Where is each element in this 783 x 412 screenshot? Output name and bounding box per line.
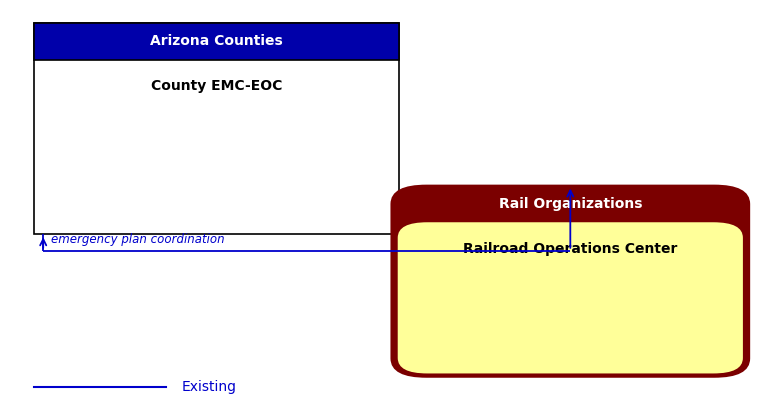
Text: emergency plan coordination: emergency plan coordination xyxy=(51,233,225,246)
FancyBboxPatch shape xyxy=(34,23,399,234)
FancyBboxPatch shape xyxy=(392,186,749,377)
Text: Existing: Existing xyxy=(182,380,236,394)
FancyBboxPatch shape xyxy=(34,23,399,60)
Text: Rail Organizations: Rail Organizations xyxy=(499,197,642,211)
Text: Arizona Counties: Arizona Counties xyxy=(150,34,283,48)
Text: Railroad Operations Center: Railroad Operations Center xyxy=(463,242,677,256)
Text: County EMC-EOC: County EMC-EOC xyxy=(151,79,282,93)
FancyBboxPatch shape xyxy=(398,222,743,373)
